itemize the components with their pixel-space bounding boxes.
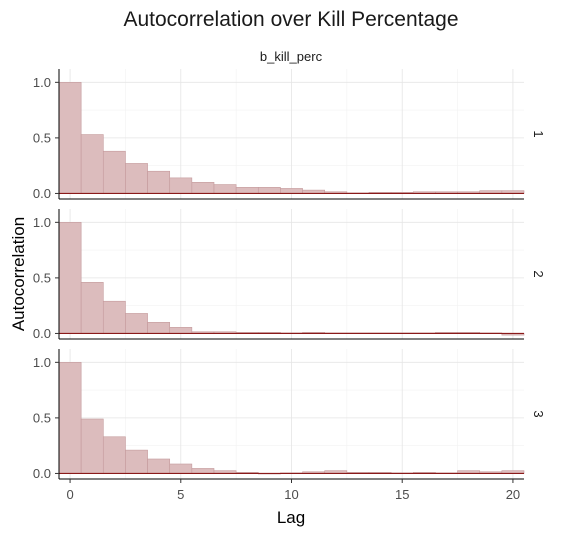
bar [169, 177, 193, 194]
x-tick-label: 5 [177, 487, 184, 502]
bar [125, 449, 148, 474]
x-tick-label: 15 [395, 487, 409, 502]
panel-label: 3 [531, 410, 546, 417]
bar [191, 182, 215, 194]
y-tick-label: 0.5 [33, 130, 51, 145]
bar [80, 282, 104, 334]
y-tick-label: 0.5 [33, 410, 51, 425]
facet-strip-label: b_kill_perc [260, 49, 323, 64]
bar [102, 150, 126, 194]
panel-3: 0.0 0.5 1.0 3 [33, 349, 546, 481]
panel-label: 1 [531, 130, 546, 137]
bar [58, 222, 82, 334]
x-tick-label: 20 [506, 487, 520, 502]
x-tick-label: 0 [66, 487, 73, 502]
y-tick-label: 0.5 [33, 270, 51, 285]
panel-label: 2 [531, 270, 546, 277]
x-axis-title: Lag [277, 508, 305, 527]
bar [80, 418, 104, 474]
bar [280, 188, 303, 194]
bar [125, 313, 148, 334]
bar [80, 134, 104, 194]
y-axis-title: Autocorrelation [9, 217, 28, 331]
bar [147, 322, 171, 334]
bar [169, 463, 193, 474]
facet-panels: 0.0 0.5 1.0 1 0.0 0.5 1.0 2 0.0 0.5 1.0 3 [33, 69, 546, 481]
bar [147, 458, 171, 474]
bar [191, 468, 215, 474]
bar [147, 170, 171, 194]
y-tick-label: 0.0 [33, 186, 51, 201]
y-tick-label: 1.0 [33, 355, 51, 370]
x-tick-label: 10 [284, 487, 298, 502]
x-axis: 0 5 10 15 20 [66, 479, 520, 502]
chart-title: Autocorrelation over Kill Percentage [123, 8, 458, 31]
bar [102, 300, 126, 334]
panel-1: 0.0 0.5 1.0 1 [33, 69, 546, 201]
bar [169, 327, 193, 334]
bar [125, 163, 148, 194]
y-tick-label: 1.0 [33, 215, 51, 230]
bar [257, 187, 281, 194]
bar [235, 187, 259, 194]
y-tick-label: 1.0 [33, 75, 51, 90]
y-tick-label: 0.0 [33, 326, 51, 341]
bar [102, 436, 126, 474]
bar [213, 184, 237, 194]
bar [58, 82, 82, 194]
y-tick-label: 0.0 [33, 466, 51, 481]
bar [58, 362, 82, 474]
panel-2: 0.0 0.5 1.0 2 [33, 209, 546, 341]
